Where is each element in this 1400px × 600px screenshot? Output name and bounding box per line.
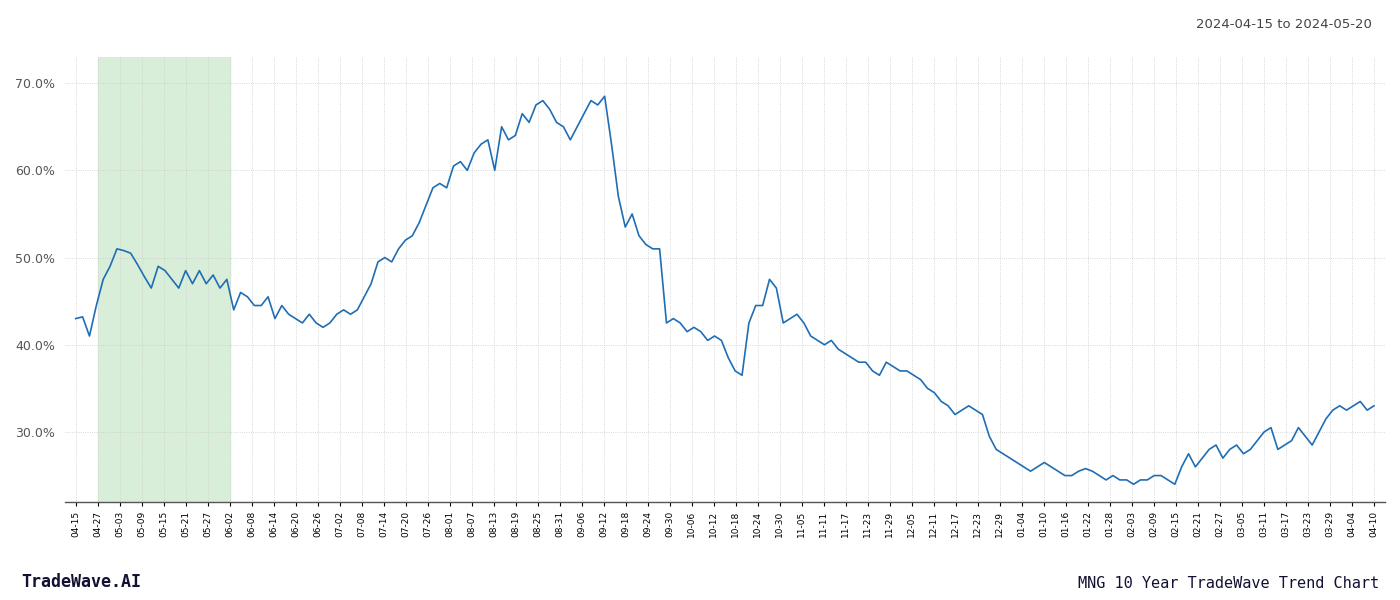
Text: TradeWave.AI: TradeWave.AI [21,573,141,591]
Text: MNG 10 Year TradeWave Trend Chart: MNG 10 Year TradeWave Trend Chart [1078,576,1379,591]
Text: 2024-04-15 to 2024-05-20: 2024-04-15 to 2024-05-20 [1196,18,1372,31]
Bar [98,57,230,502]
